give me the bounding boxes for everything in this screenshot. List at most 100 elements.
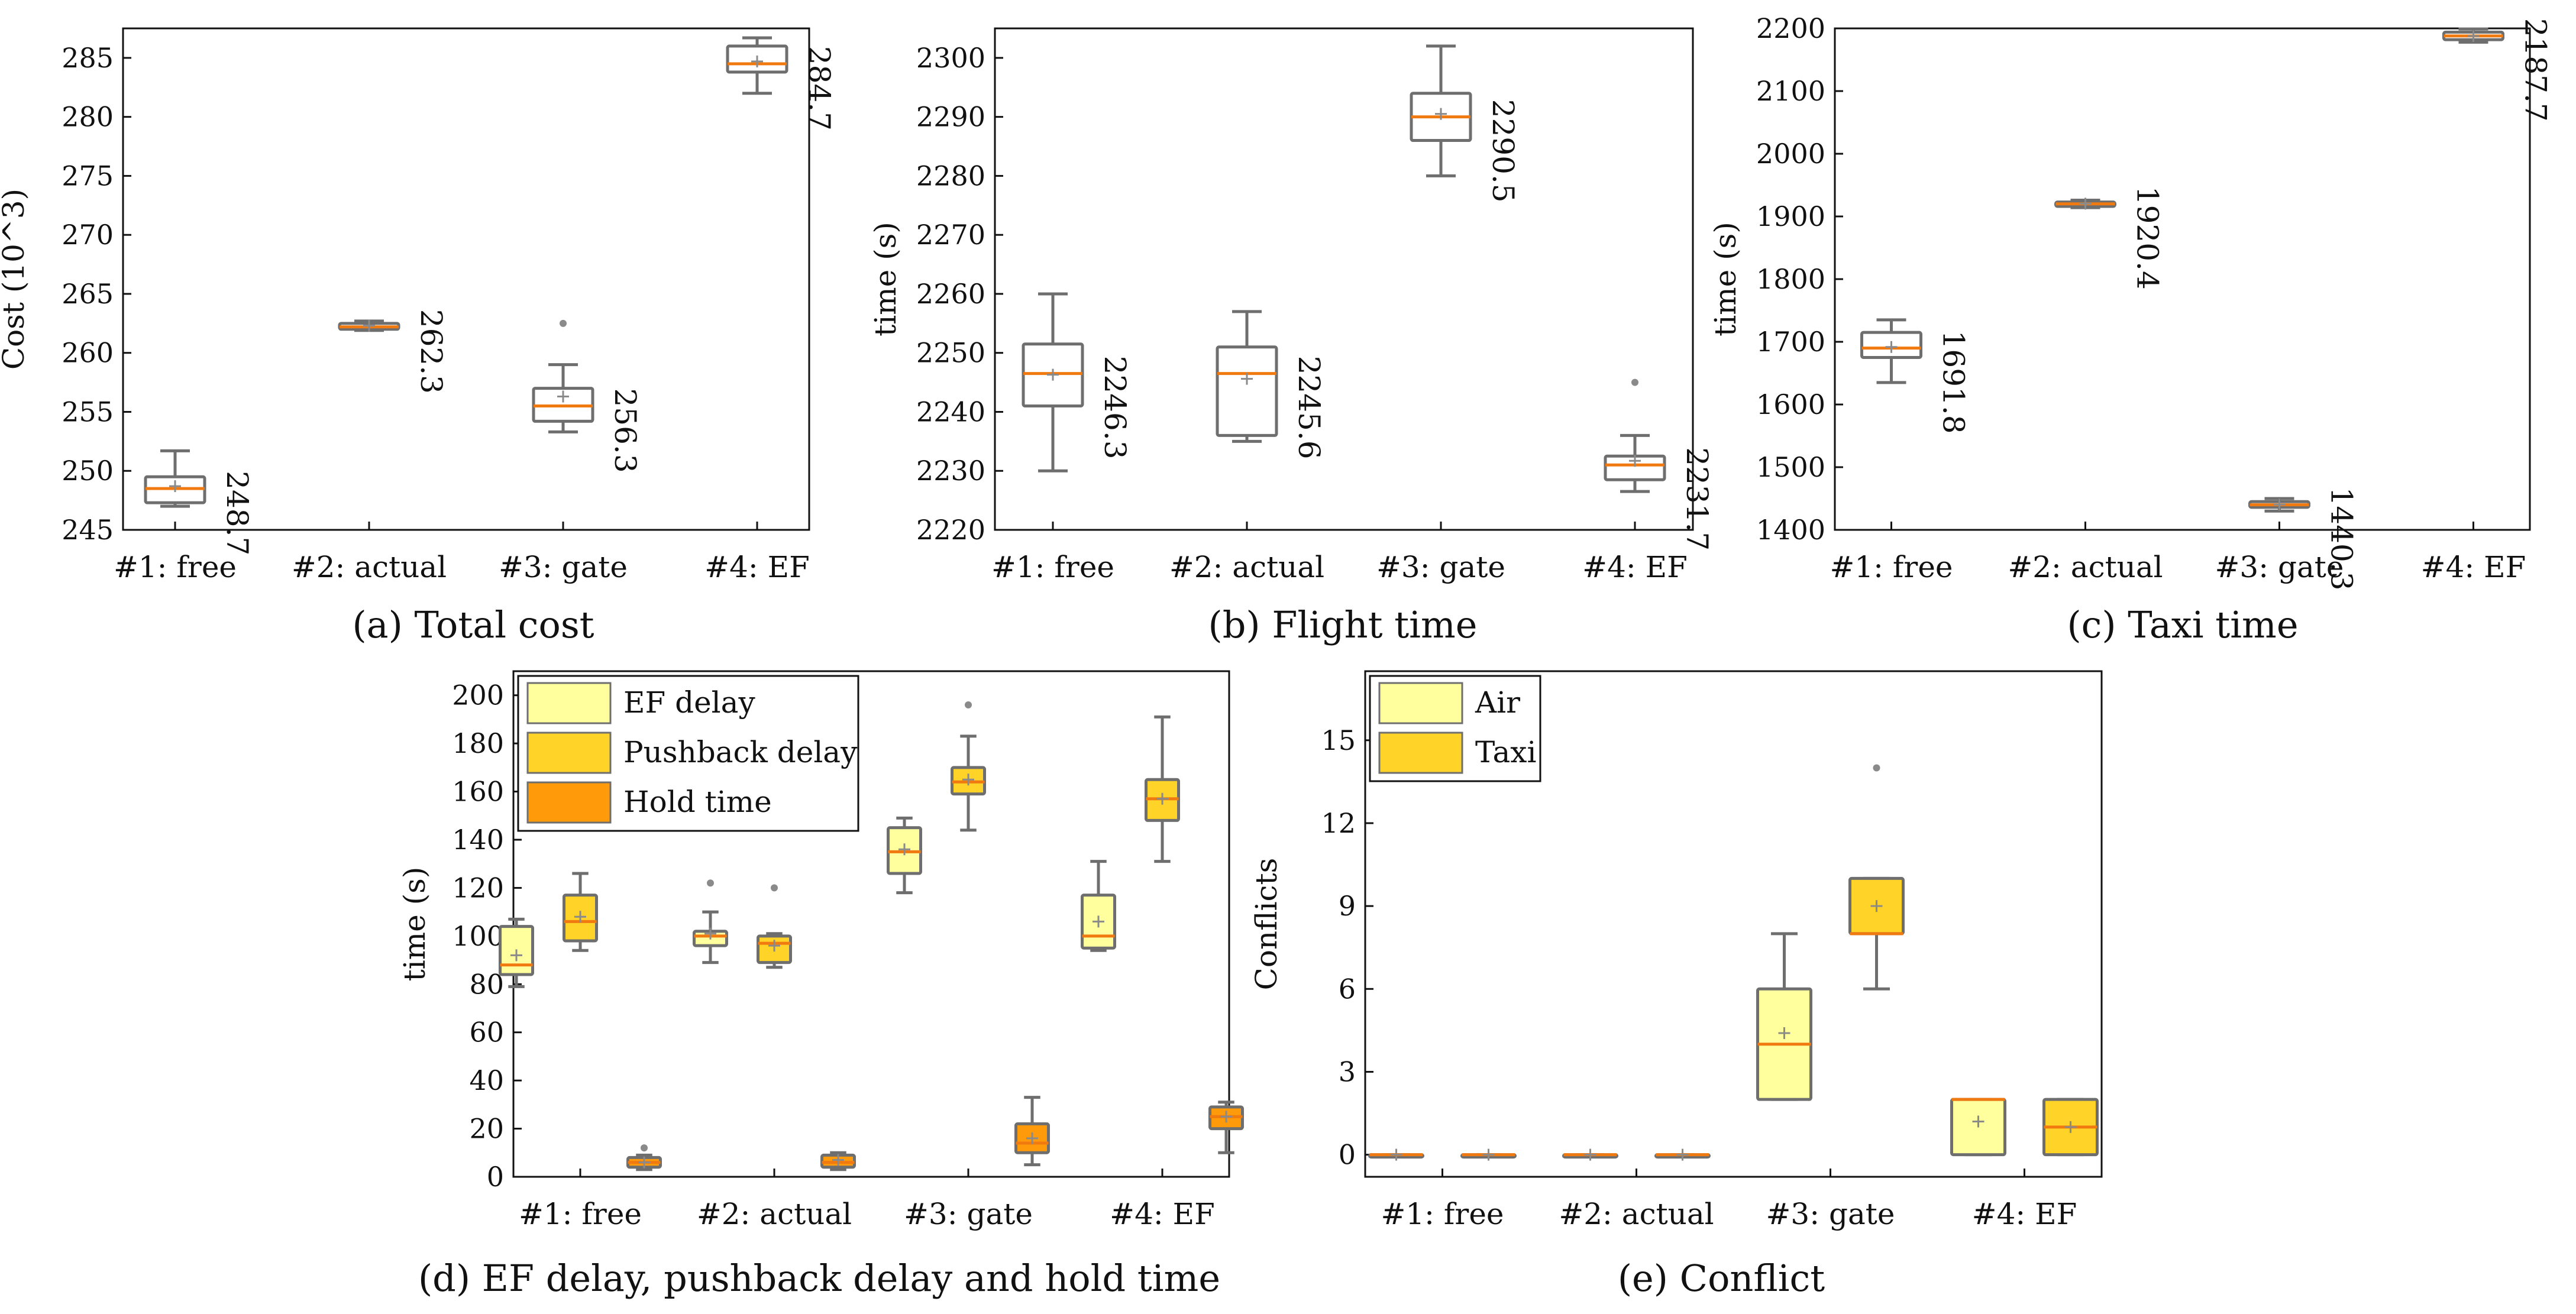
mean-marker [169, 480, 181, 493]
box-hold-time-2 [820, 1151, 856, 1171]
y-tick-label: 6 [1339, 973, 1356, 1005]
y-tick-label: 20 [469, 1113, 504, 1145]
axes-frame-b [994, 27, 1694, 531]
data-label: 2246.3 [1098, 356, 1132, 459]
mean-marker [1026, 1132, 1038, 1144]
mean-marker [898, 843, 910, 856]
y-tick-label: 280 [62, 101, 114, 133]
legend-swatch [526, 682, 612, 724]
legend-label: Air [1475, 685, 1520, 720]
data-label: 2187.7 [2519, 18, 2553, 122]
data-label: 1440.3 [2325, 487, 2359, 591]
x-tick-label: #3: gate [904, 1197, 1033, 1231]
y-tick-label: 270 [62, 219, 114, 251]
y-tick-label: 2100 [1756, 75, 1825, 107]
box-taxi-2 [1654, 1148, 1711, 1161]
x-tick-label: #2: actual [292, 550, 447, 584]
outlier-point [641, 1144, 648, 1152]
x-tick-label: #3: gate [1766, 1197, 1895, 1231]
y-axis-label: time (s) [868, 222, 903, 336]
axes-frame-a [122, 27, 810, 531]
box-hold-time-3 [1014, 1096, 1050, 1167]
x-tick-label: #4: EF [704, 550, 810, 584]
axes-frame-c [1834, 27, 2531, 531]
box-air-4 [1950, 1098, 2006, 1157]
y-tick-label: 1400 [1756, 514, 1825, 546]
data-label: 256.3 [608, 388, 642, 472]
mean-marker [1885, 341, 1898, 353]
y-tick-label: 1700 [1756, 326, 1825, 358]
x-tick-label: #4: EF [1110, 1197, 1215, 1231]
mean-marker [704, 927, 716, 940]
x-tick-label: #2: actual [2008, 550, 2163, 584]
box-total-cost-3 [532, 319, 594, 433]
caption-e: (e) Conflict [1617, 1257, 1825, 1300]
y-tick-label: 2300 [916, 42, 985, 74]
mean-marker [768, 940, 780, 952]
y-tick-label: 2260 [916, 278, 985, 310]
data-label: 284.7 [802, 46, 836, 131]
y-tick-label: 2250 [916, 337, 985, 369]
outlier-point [965, 701, 972, 708]
x-tick-label: #4: EF [1972, 1197, 2077, 1231]
mean-marker [2079, 198, 2092, 210]
y-tick-label: 0 [1339, 1139, 1356, 1171]
y-tick-label: 250 [62, 455, 114, 487]
box-pushback-delay-3 [951, 701, 986, 832]
outlier-point [707, 879, 714, 887]
mean-marker [1220, 1111, 1232, 1123]
box-taxi-4 [2042, 1098, 2099, 1157]
mean-marker [832, 1154, 844, 1166]
chart-e: 0 3 6 9 12 15 Conflicts #1: free #2: actual #3: g… [1249, 670, 2103, 1231]
legend-label: EF delay [623, 685, 755, 720]
y-tick-label: 15 [1321, 724, 1356, 756]
mean-marker [1870, 900, 1883, 912]
mean-marker [1584, 1148, 1596, 1161]
legend-swatch [1378, 682, 1463, 724]
data-label: 2245.6 [1292, 356, 1326, 459]
legend-swatch [526, 732, 612, 774]
x-tick-label: #3: gate [499, 550, 628, 584]
caption-a: (a) Total cost [352, 603, 594, 646]
box-ef-delay-1 [499, 917, 534, 988]
box-flight-time-2 [1216, 310, 1278, 443]
y-axis-label: time (s) [397, 867, 432, 982]
y-tick-label: 275 [62, 160, 114, 192]
y-tick-label: 60 [469, 1017, 504, 1048]
y-tick-label: 1800 [1756, 263, 1825, 295]
legend-label: Hold time [623, 785, 772, 819]
x-tick-label: #4: EF [1582, 550, 1688, 584]
chart-b: 2220 2230 2240 2250 2260 2270 2280 2290 2300 time… [868, 27, 1714, 584]
outlier-point [1631, 378, 1638, 386]
x-tick-label: #1: free [519, 1197, 642, 1231]
x-tick-label: #1: free [1381, 1197, 1504, 1231]
legend-d: EF delay Pushback delay Hold time [517, 675, 859, 832]
box-taxi-time-1 [1860, 318, 1922, 384]
y-tick-label: 285 [62, 42, 114, 74]
outlier-point [1873, 764, 1880, 772]
box-taxi-time-2 [2054, 198, 2116, 210]
mean-marker [1093, 915, 1104, 928]
y-tick-label: 120 [452, 872, 504, 904]
y-tick-label: 1500 [1756, 451, 1825, 483]
y-tick-label: 265 [62, 278, 114, 310]
box-ef-delay-2 [693, 879, 728, 965]
box-hold-time-4 [1208, 1101, 1244, 1154]
box-flight-time-1 [1022, 292, 1084, 472]
outlier-point [560, 319, 567, 327]
box-pushback-delay-1 [563, 872, 598, 952]
box-total-cost-2 [338, 319, 400, 332]
y-tick-label: 260 [62, 337, 114, 369]
box-air-3 [1756, 932, 1812, 1101]
y-tick-label: 100 [452, 920, 504, 952]
mean-marker [751, 55, 763, 67]
mean-marker [2064, 1121, 2077, 1133]
y-tick-label: 3 [1339, 1056, 1356, 1088]
box-taxi-time-3 [2248, 497, 2310, 513]
y-tick-label: 40 [469, 1064, 504, 1096]
mean-marker [1482, 1148, 1495, 1161]
mean-marker [1676, 1148, 1689, 1161]
y-axis-label: Conflicts [1249, 858, 1284, 991]
mean-marker [1629, 455, 1641, 467]
